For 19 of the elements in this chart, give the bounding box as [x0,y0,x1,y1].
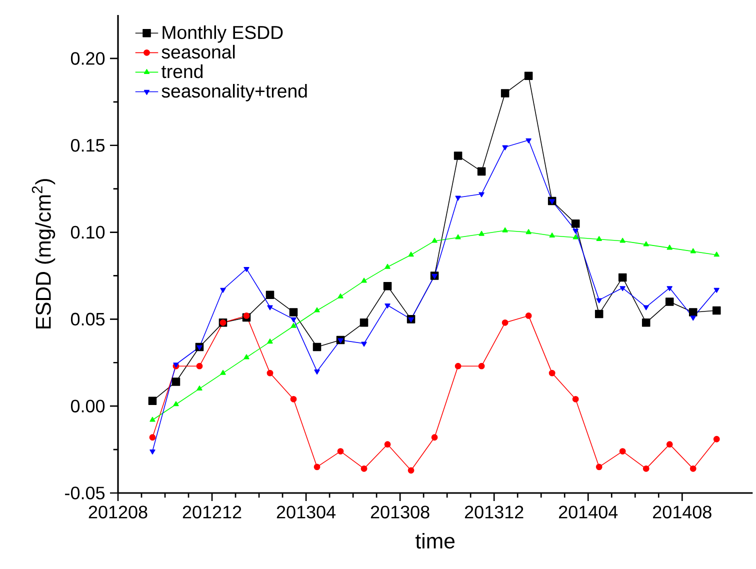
y-tick-label: 0.15 [70,138,105,152]
y-tick-label: 0.00 [70,400,105,412]
x-tick-label: 201404 [558,506,618,518]
y-tick-label: -0.05 [65,486,105,500]
legend-label: seasonality+trend [162,84,307,102]
legend-label: trend [161,64,203,78]
y-tick-label: 0.20 [70,52,105,65]
x-tick-label: 201312 [464,506,524,518]
x-axis-title: time [416,532,455,549]
x-tick-label: 201408 [653,506,712,518]
y-tick-label: 0.05 [70,312,105,326]
x-tick-label: 201212 [182,506,242,518]
legend-label: seasonal [162,44,235,59]
y-tick-label: 0.10 [70,226,105,239]
x-tick-label: 201208 [88,506,148,518]
x-tick-label: 201304 [276,506,336,518]
x-tick-label: 201308 [370,506,430,518]
legend-label: Monthly ESDD [162,25,283,43]
y-axis-title: ESDD (mg/cm$^{2}$) [32,179,56,328]
